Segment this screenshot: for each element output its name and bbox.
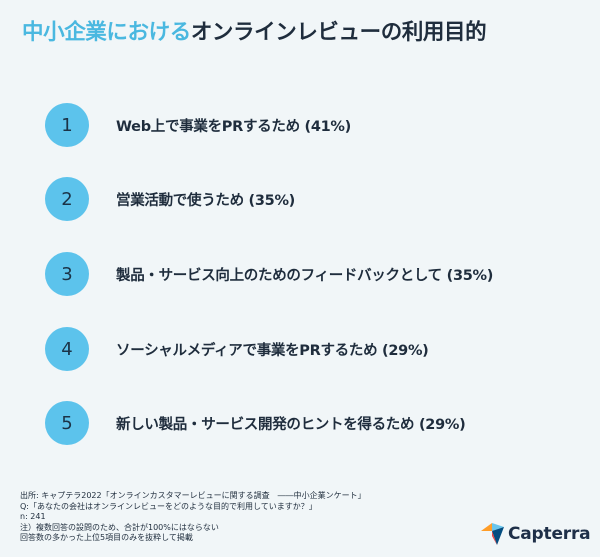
list-item: 2 営業活動で使うため (35%) [45, 177, 585, 221]
number-badge: 2 [45, 177, 89, 221]
footnote-note-2: 回答数の多かった上位5項目のみを抜粋して掲載 [20, 533, 193, 543]
footnote-question: Q:「あなたの会社はオンラインレビューをどのような目的で利用していますか？」 [20, 501, 317, 511]
title-accent: 中小企業における [22, 20, 191, 45]
item-label: ソーシャルメディアで事業をPRするため (29%) [116, 342, 429, 359]
item-label: 製品・サービス向上のためのフィードバックとして (35%) [116, 267, 494, 284]
footnote: 出所: キャプテラ2022「オンラインカスタマーレビューに関する調査 ――中小企… [20, 491, 440, 544]
footnote-sample-size: n: 241 [20, 512, 46, 522]
page-title: 中小企業におけるオンラインレビューの利用目的 [22, 16, 582, 50]
number-badge: 1 [45, 103, 89, 147]
number-badge: 3 [45, 252, 89, 296]
list-item: 1 Web上で事業をPRするため (41%) [45, 103, 585, 147]
footnote-source: 出所: キャプテラ2022「オンラインカスタマーレビューに関する調査 ――中小企… [20, 491, 366, 500]
number-badge: 4 [45, 327, 89, 371]
item-label: 営業活動で使うため (35%) [116, 192, 296, 209]
item-label: Web上で事業をPRするため (41%) [116, 118, 351, 135]
list-item: 5 新しい製品・サービス開発のヒントを得るため (29%) [45, 401, 585, 445]
logo-text: Capterra [508, 524, 591, 544]
number-badge: 5 [45, 401, 89, 445]
capterra-logo: Capterra [481, 523, 591, 545]
item-label: 新しい製品・サービス開発のヒントを得るため (29%) [116, 416, 466, 433]
list-item: 3 製品・サービス向上のためのフィードバックとして (35%) [45, 252, 585, 296]
capterra-logo-icon [481, 523, 504, 545]
footnote-note: 注）複数回答の設問のため、合計が100%にはならない [20, 522, 219, 532]
title-main: オンラインレビューの利用目的 [190, 20, 487, 45]
list-item: 4 ソーシャルメディアで事業をPRするため (29%) [45, 327, 585, 371]
